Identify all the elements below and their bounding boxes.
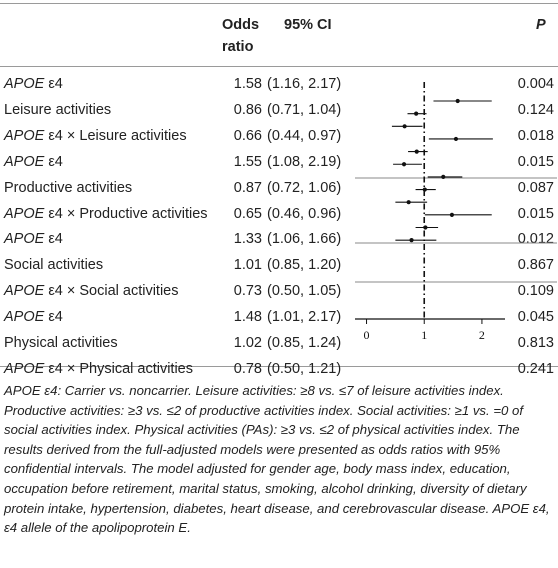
row-label: APOE ε4 × Productive activities xyxy=(4,206,208,222)
row-odds-ratio: 1.58 xyxy=(233,76,262,92)
row-p-value: 0.087 xyxy=(517,179,554,196)
row-label-text: ε4 xyxy=(44,309,63,326)
row-ci: (1.08, 2.19) xyxy=(267,153,342,170)
row-odds-ratio: 0.65 xyxy=(233,205,262,222)
row-label-gene: APOE xyxy=(4,283,45,300)
row-label-gene: APOE xyxy=(4,309,45,326)
row-label-text: Physical activities xyxy=(4,335,118,351)
row-label-gene: APOE xyxy=(4,205,45,222)
row-label-gene: APOE xyxy=(4,360,45,377)
row-label-text: ε4 × Physical activities xyxy=(44,360,193,377)
row-p-value: 0.813 xyxy=(517,335,554,351)
row-label-text: Productive activities xyxy=(4,179,133,196)
row-ci: (0.44, 0.97) xyxy=(267,127,342,144)
row-ci: (1.06, 1.66) xyxy=(267,231,342,248)
row-odds-ratio: 1.01 xyxy=(233,257,262,274)
row-odds-ratio: 1.48 xyxy=(233,309,262,326)
row-ci: (1.16, 2.17) xyxy=(267,76,342,92)
row-label: Leisure activities xyxy=(4,102,111,118)
row-p-value: 0.004 xyxy=(517,76,554,92)
row-odds-ratio: 0.73 xyxy=(233,283,262,300)
row-label-gene: APOE xyxy=(4,231,45,248)
row-p-value: 0.867 xyxy=(517,257,554,274)
row-odds-ratio: 0.78 xyxy=(233,360,262,377)
row-label-text: Leisure activities xyxy=(4,101,112,118)
row-label: APOE ε4 xyxy=(4,309,63,325)
forest-point-estimate xyxy=(409,238,414,243)
header-odds-line1: Odds xyxy=(222,17,260,33)
row-odds-ratio: 1.02 xyxy=(233,335,262,351)
forest-point-estimate xyxy=(414,149,419,154)
row-p-value: 0.015 xyxy=(517,153,554,170)
row-label-text: ε4 xyxy=(44,153,63,170)
forest-x-tick-label: 1 xyxy=(421,328,427,342)
forest-point-estimate xyxy=(455,98,460,104)
header-rule xyxy=(0,66,558,67)
forest-point-estimate xyxy=(414,111,419,116)
row-ci: (1.01, 2.17) xyxy=(267,309,342,326)
forest-point-estimate xyxy=(453,136,459,142)
row-ci: (0.50, 1.05) xyxy=(267,283,342,300)
row-p-value: 0.018 xyxy=(517,127,554,144)
row-p-value: 0.109 xyxy=(517,283,554,300)
table-top-rule xyxy=(0,3,558,4)
table-bottom-rule xyxy=(0,366,558,367)
row-label: APOE ε4 xyxy=(4,231,63,247)
row-label-text: ε4 xyxy=(44,76,63,92)
forest-point-estimate xyxy=(422,187,427,192)
row-label-gene: APOE xyxy=(4,153,45,170)
header-odds-ratio: Odds ratio xyxy=(222,14,259,58)
forest-point-estimate xyxy=(401,162,407,167)
forest-point-estimate xyxy=(406,200,411,205)
row-odds-ratio: 1.33 xyxy=(233,231,262,248)
forest-point-estimate xyxy=(402,124,407,129)
row-label: Social activities xyxy=(4,257,103,273)
row-odds-ratio: 0.87 xyxy=(233,179,262,196)
row-odds-ratio: 1.55 xyxy=(233,153,262,170)
row-label-text: ε4 × Social activities xyxy=(44,283,179,300)
row-label: Productive activities xyxy=(4,180,132,196)
row-label-gene: APOE xyxy=(4,127,45,144)
row-ci: (0.72, 1.06) xyxy=(267,179,342,196)
row-label-text: ε4 × Productive activities xyxy=(44,205,208,222)
row-label: APOE ε4 × Social activities xyxy=(4,283,179,299)
row-label: APOE ε4 × Physical activities xyxy=(4,361,193,377)
row-ci: (0.85, 1.24) xyxy=(267,335,342,351)
row-p-value: 0.124 xyxy=(517,101,554,118)
row-p-value: 0.241 xyxy=(517,360,554,377)
row-ci: (0.85, 1.20) xyxy=(267,257,342,274)
row-p-value: 0.015 xyxy=(517,205,554,222)
forest-point-estimate xyxy=(423,225,428,230)
row-label: APOE ε4 xyxy=(4,76,63,92)
row-label-text: ε4 × Leisure activities xyxy=(44,127,187,144)
row-p-value: 0.045 xyxy=(517,309,554,326)
row-label-text: Social activities xyxy=(4,257,104,274)
row-odds-ratio: 0.86 xyxy=(233,101,262,118)
row-label: APOE ε4 xyxy=(4,154,63,170)
header-p: P xyxy=(536,17,546,33)
forest-x-tick-label: 0 xyxy=(364,328,370,342)
table-footnote: APOE ε4: Carrier vs. noncarrier. Leisure… xyxy=(4,383,550,536)
row-label: Physical activities xyxy=(4,335,118,351)
row-odds-ratio: 0.66 xyxy=(233,127,262,144)
row-ci: (0.46, 0.96) xyxy=(267,205,342,222)
forest-x-tick-label: 2 xyxy=(479,328,485,342)
row-label-gene: APOE xyxy=(4,76,45,92)
row-label-text: ε4 xyxy=(44,231,63,248)
forest-point-estimate xyxy=(441,174,446,179)
header-ci: 95% CI xyxy=(284,17,332,33)
row-label: APOE ε4 × Leisure activities xyxy=(4,128,187,144)
row-ci: (0.71, 1.04) xyxy=(267,101,342,118)
header-odds-line2: ratio xyxy=(222,39,254,55)
forest-point-estimate xyxy=(449,212,455,217)
row-ci: (0.50, 1.21) xyxy=(267,360,342,377)
